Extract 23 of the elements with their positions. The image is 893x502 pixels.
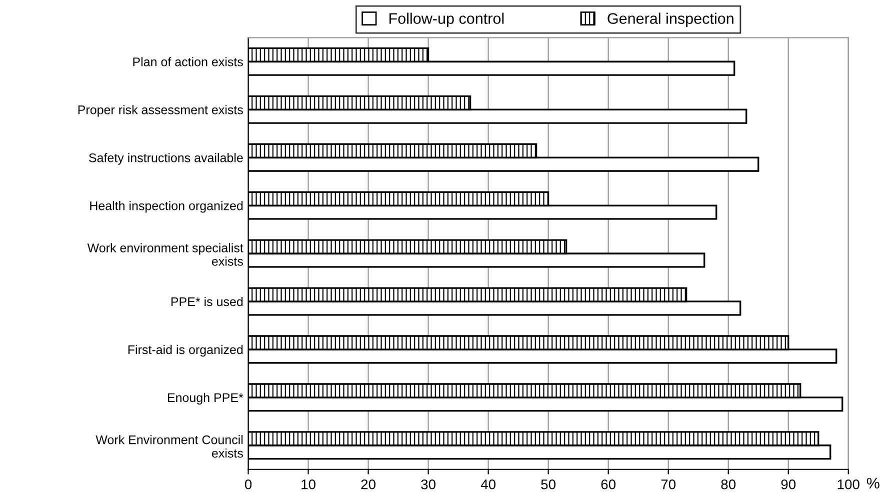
x-tick-label: 60 bbox=[601, 479, 616, 490]
y-tick-label: Plan of action exists bbox=[133, 57, 243, 66]
y-tick-label: Work environment specialist exists bbox=[87, 243, 244, 266]
x-tick-label: 100 bbox=[838, 479, 860, 490]
y-tick-label: Health inspection organized bbox=[90, 201, 243, 213]
x-tick-label: 20 bbox=[361, 479, 376, 490]
y-tick-label: First-aid is organized bbox=[128, 344, 243, 357]
x-tick-label: 40 bbox=[480, 479, 496, 490]
y-tick-label: PPE* is used bbox=[171, 296, 243, 306]
x-axis-title: % bbox=[866, 478, 880, 489]
x-tick-label: 30 bbox=[421, 479, 436, 490]
legend-label: General inspection bbox=[608, 12, 734, 27]
x-tick-label: 90 bbox=[781, 479, 796, 490]
legend-label: Follow-up control bbox=[390, 12, 504, 27]
y-tick-label: Enough PPE* bbox=[168, 392, 244, 405]
x-tick-label: 80 bbox=[721, 479, 736, 490]
x-tick-label: 50 bbox=[541, 479, 556, 490]
y-tick-label: Work Environment Council exists bbox=[96, 435, 243, 458]
y-tick-label: Safety instructions available bbox=[89, 153, 243, 165]
y-tick-label: Proper risk assessment exists bbox=[78, 105, 243, 117]
x-tick-label: 10 bbox=[302, 479, 316, 490]
x-tick-label: 0 bbox=[244, 479, 252, 490]
x-tick-label: 70 bbox=[661, 479, 676, 490]
